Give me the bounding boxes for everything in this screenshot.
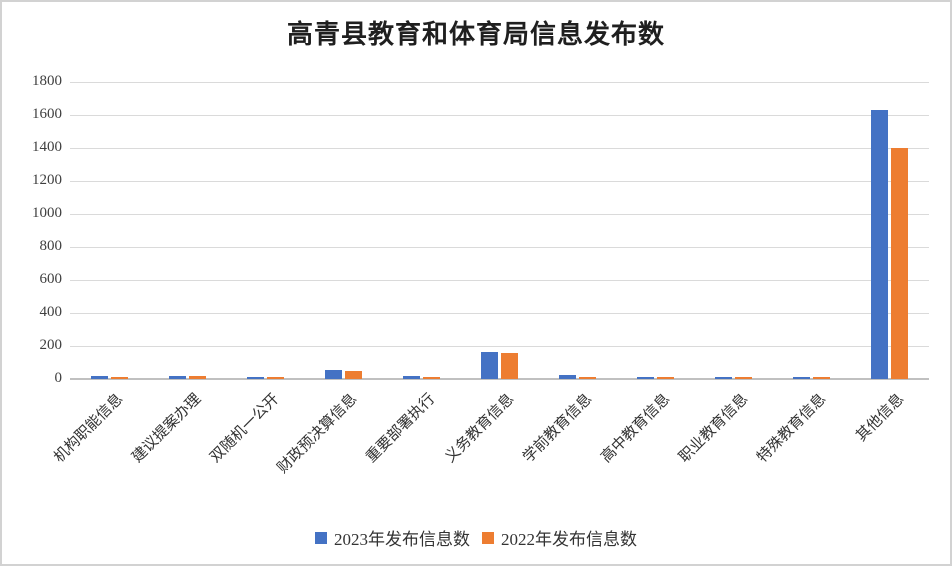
legend: 2023年发布信息数 2022年发布信息数 bbox=[2, 525, 950, 550]
legend-label: 2022年发布信息数 bbox=[501, 530, 637, 549]
legend-item: 2023年发布信息数 bbox=[315, 525, 470, 550]
bar-2022年发布信息数-双随机一公开 bbox=[266, 377, 284, 379]
gridline-1400 bbox=[70, 148, 929, 149]
gridline-1600 bbox=[70, 115, 929, 116]
y-axis-tick-label: 1200 bbox=[32, 172, 62, 188]
bar-2022年发布信息数-义务教育信息 bbox=[501, 352, 518, 379]
y-axis-tick-label: 200 bbox=[39, 337, 63, 353]
bar-2022年发布信息数-机构职能信息 bbox=[110, 377, 128, 379]
bar-2023年发布信息数-高中教育信息 bbox=[637, 376, 655, 379]
y-axis-tick-label: 1600 bbox=[32, 106, 62, 122]
plot-area bbox=[70, 82, 929, 380]
gridline-400 bbox=[70, 313, 929, 314]
y-axis-tick-label: 1000 bbox=[32, 205, 62, 221]
y-axis-tick-label: 1800 bbox=[32, 73, 62, 89]
bar-2023年发布信息数-建议提案办理 bbox=[168, 375, 186, 379]
bar-2023年发布信息数-重要部署执行 bbox=[402, 375, 420, 379]
y-axis-tick-label: 800 bbox=[39, 238, 63, 254]
bar-2022年发布信息数-其他信息 bbox=[891, 148, 909, 379]
gridline-1200 bbox=[70, 181, 929, 182]
bar-2022年发布信息数-特殊教育信息 bbox=[813, 377, 831, 379]
gridline-1800 bbox=[70, 82, 929, 83]
bar-2023年发布信息数-学前教育信息 bbox=[559, 374, 577, 379]
legend-label: 2023年发布信息数 bbox=[334, 530, 470, 549]
gridline-200 bbox=[70, 346, 929, 347]
y-axis-tick-label: 0 bbox=[54, 370, 63, 386]
x-axis-line bbox=[70, 378, 929, 380]
legend-swatch-icon bbox=[315, 531, 327, 544]
bar-2022年发布信息数-建议提案办理 bbox=[188, 375, 206, 379]
chart-title: 高青县教育和体育局信息发布数 bbox=[286, 20, 665, 49]
bar-2023年发布信息数-义务教育信息 bbox=[481, 351, 498, 379]
bar-2023年发布信息数-职业教育信息 bbox=[715, 376, 733, 379]
gridline-800 bbox=[70, 247, 929, 248]
bar-2022年发布信息数-重要部署执行 bbox=[422, 376, 440, 379]
bar-2023年发布信息数-双随机一公开 bbox=[246, 377, 264, 379]
y-axis-tick-label: 1400 bbox=[32, 139, 62, 155]
bar-2022年发布信息数-高中教育信息 bbox=[657, 377, 675, 379]
y-axis-tick-label: 400 bbox=[39, 304, 63, 320]
bar-2022年发布信息数-财政预决算信息 bbox=[344, 370, 362, 379]
gridline-600 bbox=[70, 280, 929, 281]
bar-2022年发布信息数-职业教育信息 bbox=[735, 377, 753, 379]
y-axis-tick-label: 600 bbox=[39, 271, 63, 287]
gridline-1000 bbox=[70, 214, 929, 215]
bar-2023年发布信息数-特殊教育信息 bbox=[793, 376, 811, 379]
bar-2023年发布信息数-机构职能信息 bbox=[90, 375, 108, 379]
bar-2023年发布信息数-其他信息 bbox=[871, 110, 889, 379]
legend-item: 2022年发布信息数 bbox=[482, 525, 637, 550]
legend-swatch-icon bbox=[482, 531, 494, 544]
bar-2023年发布信息数-财政预决算信息 bbox=[324, 369, 342, 379]
bar-2022年发布信息数-学前教育信息 bbox=[579, 377, 597, 379]
